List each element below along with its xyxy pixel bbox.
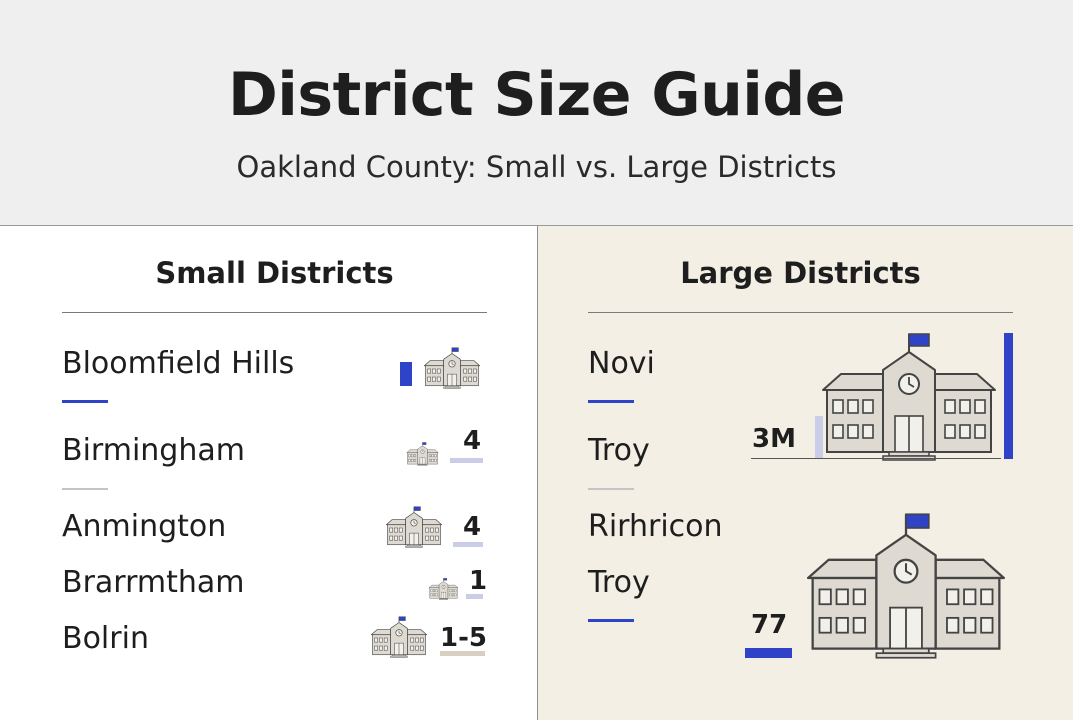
small-districts-panel: Small Districts Bloomfield Hills Birming… <box>0 226 537 720</box>
district-name-brarrmtham: Brarrmtham <box>62 565 245 600</box>
school-building-icon <box>819 332 999 462</box>
size-bar <box>745 648 792 658</box>
district-value: 3M <box>752 424 796 454</box>
value-bar <box>466 594 483 599</box>
district-underline <box>62 400 108 403</box>
district-value: 1 <box>469 566 488 596</box>
baseline <box>751 458 1001 459</box>
value-bar <box>815 416 823 458</box>
school-building-icon <box>800 512 1012 660</box>
district-underline <box>588 400 634 403</box>
district-underline <box>588 488 634 490</box>
page-title: District Size Guide <box>227 60 846 130</box>
school-building-icon <box>423 347 481 389</box>
large-districts-divider <box>588 312 1013 313</box>
district-name-bloomfield-hills: Bloomfield Hills <box>62 346 295 381</box>
district-name-troy: Troy <box>588 433 650 468</box>
district-name-bolrin: Bolrin <box>62 621 149 656</box>
page-subtitle: Oakland County: Small vs. Large District… <box>236 150 837 184</box>
size-bar <box>1004 333 1013 459</box>
district-underline <box>62 488 108 490</box>
large-districts-panel: Large Districts Novi Troy Rirhricon Troy… <box>537 226 1073 720</box>
size-bar <box>400 362 412 386</box>
district-name-novi: Novi <box>588 346 655 381</box>
small-districts-title: Small Districts <box>155 256 394 290</box>
district-underline <box>588 619 634 622</box>
school-building-icon <box>385 506 443 548</box>
school-building-icon <box>406 442 439 466</box>
large-districts-title: Large Districts <box>680 256 921 290</box>
district-name-anmington: Anmington <box>62 509 227 544</box>
district-value: 4 <box>463 426 482 456</box>
value-bar <box>440 651 485 656</box>
value-bar <box>453 542 483 547</box>
district-value: 4 <box>463 512 482 542</box>
district-name-birmingham: Birmingham <box>62 433 245 468</box>
district-name-rirhricon: Rirhricon <box>588 509 723 544</box>
district-value: 77 <box>751 610 788 640</box>
value-bar <box>450 458 483 463</box>
header: District Size Guide Oakland County: Smal… <box>0 0 1073 226</box>
small-districts-divider <box>62 312 487 313</box>
school-building-icon <box>370 616 428 658</box>
school-building-icon <box>428 578 459 600</box>
district-value: 1-5 <box>440 623 487 653</box>
district-name-troy-2: Troy <box>588 565 650 600</box>
